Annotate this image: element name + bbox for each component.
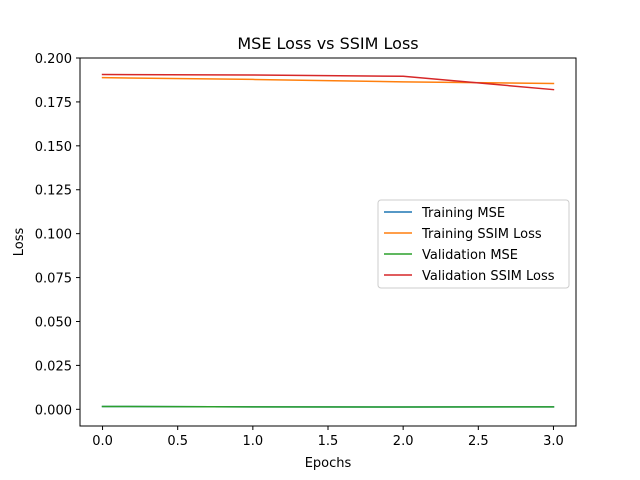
- legend: Training MSE Training SSIM Loss Validation…: [377, 199, 570, 289]
- y-tick-label: 0.175: [35, 96, 72, 111]
- x-tick-label: 3.0: [543, 434, 564, 449]
- y-tick-label: 0.200: [35, 52, 72, 67]
- plot-frame: [79, 57, 577, 427]
- legend-label: Training SSIM Loss: [421, 227, 542, 242]
- y-tick-label: 0.125: [35, 184, 72, 199]
- legend-box: [377, 199, 570, 289]
- legend-label: Validation MSE: [422, 248, 518, 263]
- x-tick-label: 1.5: [318, 434, 339, 449]
- legend-label: Validation SSIM Loss: [422, 269, 555, 284]
- series-line-validation-mse: [101, 405, 555, 408]
- series-line-validation-ssim-loss: [101, 73, 555, 91]
- y-tick-label: 0.150: [35, 140, 72, 155]
- x-tick-label: 0.0: [92, 434, 113, 449]
- y-axis-label: Loss: [12, 228, 27, 257]
- y-tick-label: 0.075: [35, 272, 72, 287]
- x-axis-label: Epochs: [305, 456, 352, 471]
- y-tick-label: 0.050: [35, 315, 72, 330]
- legend-label: Training MSE: [421, 206, 505, 221]
- y-tick-label: 0.025: [35, 359, 72, 374]
- x-tick-label: 2.0: [393, 434, 414, 449]
- chart-title: MSE Loss vs SSIM Loss: [237, 34, 418, 53]
- x-tick-label: 2.5: [468, 434, 489, 449]
- x-tick-label: 1.0: [243, 434, 264, 449]
- x-axis: 0.0 0.5 1.0 1.5 2.0 2.5 3.0: [92, 426, 564, 449]
- series-line-training-ssim-loss: [101, 76, 555, 85]
- y-tick-label: 0.000: [35, 403, 72, 418]
- series-lines: [101, 73, 555, 408]
- y-axis: 0.000 0.025 0.050 0.075 0.100 0.125 0.150 0.175…: [35, 52, 80, 418]
- y-tick-label: 0.100: [35, 228, 72, 243]
- x-tick-label: 0.5: [167, 434, 188, 449]
